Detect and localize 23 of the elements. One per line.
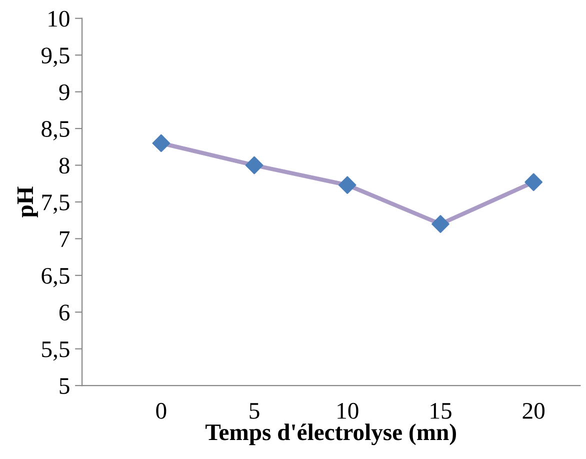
- x-tick-label: 10: [338, 402, 358, 419]
- y-tick-label: 5: [60, 378, 70, 394]
- y-tick-label: 8,5: [42, 121, 70, 140]
- x-tick-label: 0: [156, 402, 166, 419]
- y-axis-title: pH: [17, 186, 38, 218]
- y-tick-label: 5,5: [42, 342, 70, 361]
- point: [338, 176, 356, 194]
- x-tick-label: 15: [430, 403, 452, 419]
- x-axis-title: Temps d'électrolyse (mn): [206, 424, 456, 446]
- y-tick-label: 8: [59, 158, 70, 174]
- y-tick-label: 7,5: [42, 194, 70, 214]
- x-tick-label: 20: [522, 402, 544, 419]
- y-tick-label: 6,5: [42, 268, 70, 288]
- point: [524, 173, 542, 192]
- y-tick-label: 9,5: [41, 48, 70, 67]
- y-tick-label: 10: [48, 10, 70, 27]
- y-tick-label: 6: [59, 304, 70, 321]
- x-tick-label: 5: [250, 403, 260, 419]
- point: [152, 134, 170, 152]
- y-tick-label: 9: [59, 84, 70, 100]
- y-tick-label: 7: [60, 231, 70, 247]
- point: [245, 156, 264, 174]
- point: [432, 215, 450, 233]
